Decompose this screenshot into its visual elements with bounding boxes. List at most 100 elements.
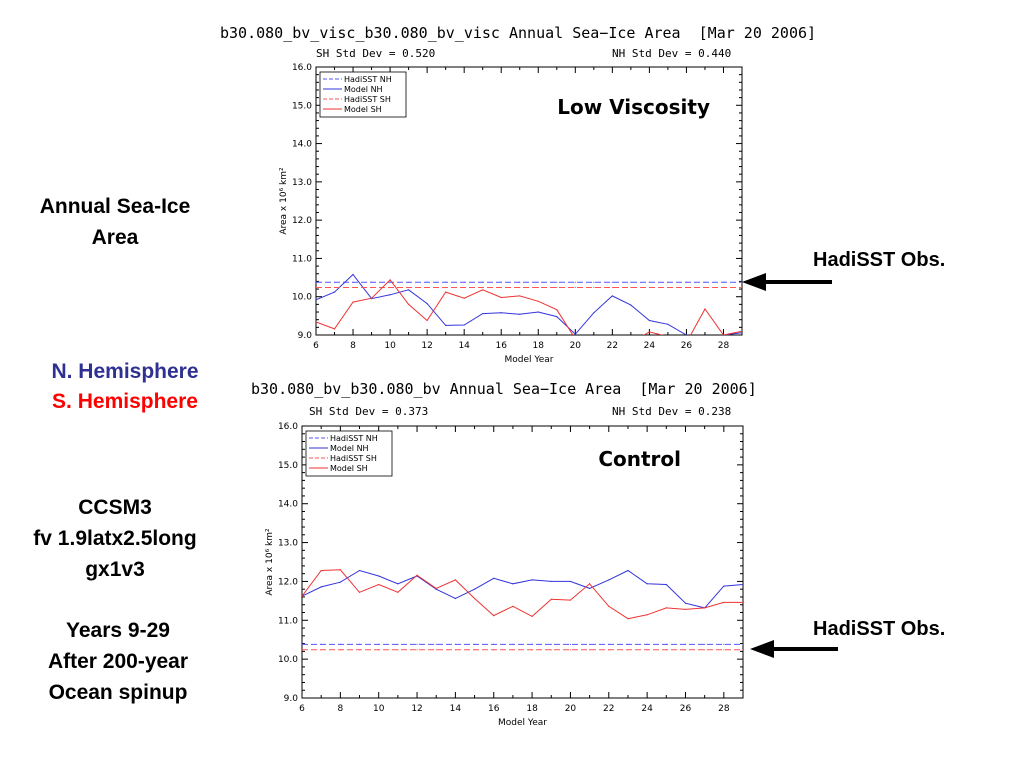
chart1-series-0-point [454,643,456,645]
chart0-series-2-point [611,286,613,289]
chart0-series-1-point [741,332,742,334]
chart1-series-0-point [358,643,361,645]
chart1-xtick-label: 16 [488,704,500,714]
chart0-xtick-label: 14 [458,341,470,351]
chart0-series-3-point [704,308,706,310]
chart0-xtick-label: 6 [313,341,319,351]
chart0-series-3-point [389,279,391,281]
chart1-series-3-point [723,601,725,604]
chart0-series-0-point [482,281,484,283]
chart1-series-0-point [665,643,667,645]
chart0-xtick-label: 24 [644,341,656,351]
chart1-annotation: Control [598,447,681,471]
chart0-series-3-point [575,338,576,339]
chart0-ytick-label: 9.0 [298,331,313,341]
bottom-sh-std: SH Std Dev = 0.373 [309,405,429,418]
chart0-series-3-point [722,334,725,335]
chart1-series-1-point [454,597,456,600]
chart1-series-3-point [569,599,572,601]
chart0-series-1-point [630,304,632,306]
chart1-series-3-point [627,618,629,620]
chart0-series-3-point [648,331,650,333]
chart1-series-0-point [531,643,533,645]
top-nh-std: NH Std Dev = 0.440 [612,47,732,60]
years-info: Years 9-29 After 200-year Ocean spinup [0,615,236,708]
chart0-series-0-point [685,281,688,283]
chart1-series-1-point [378,575,380,577]
chart0-series-0-point [370,281,373,283]
chart1-series-0-point [473,643,476,645]
chart0-series-3-line [316,279,742,335]
chart0-series-1-point [704,338,705,339]
chart1-series-1-point [531,579,533,581]
chart0-legend-label: Model NH [344,85,383,94]
chart0-series-1-point [519,313,521,315]
chart1-series-1-point [569,580,572,583]
chart1-series-3-point [339,569,341,571]
chart0-series-1-point [667,323,669,325]
chart0-series-2-point [519,286,521,289]
chart0-series-3-point [556,309,558,311]
chart1-plot-frame [301,425,744,699]
chart1-series-0-point [302,643,303,645]
chart1-series-0-point [627,643,629,645]
chart0-series-0-point [593,281,595,283]
chart0-series-2-point [333,286,336,289]
chart0-series-2-point [685,286,688,289]
chart1-series-1-point [339,581,341,583]
top-sea-ice-chart: 9.0 10.0 11.0 12.0 13.0 14.0 15.0 16.0 6 8 10 12 14 1… [279,63,743,365]
chart1-series-0-point [397,643,399,645]
chart1-legend-label: Model SH [330,464,368,473]
chart0-series-2-point [722,286,725,289]
chart1-series-1-point [589,587,591,590]
chart0-series-3-point [352,301,354,303]
chart0-series-0-point [445,281,447,283]
chart1-series-2-point [723,649,725,651]
chart1-series-0-point [684,643,687,645]
chart1-ytick-label: 14.0 [278,500,298,510]
chart0-xtick-label: 10 [384,341,396,351]
chart1-series-3-point [550,598,552,600]
chart0-series-2-point [667,286,669,289]
chart1-series-3-point [320,569,322,572]
chart1-series-2-point [646,649,648,651]
chart1-series-0-point [704,643,706,645]
chart0-series-0-point [556,281,558,283]
chart1-series-3-point [704,607,706,609]
chart0-series-2-point [556,286,558,289]
chart0-series-3-point [630,342,631,343]
bottom-obs-label: HadiSST Obs. [813,618,946,640]
chart1-series-2-point [512,649,514,651]
chart0-xtick-label: 20 [570,341,582,351]
chart1-series-0-point [320,643,322,645]
chart0-series-0-point [611,281,613,283]
chart1-series-3-point [435,587,437,590]
chart1-ytick-label: 15.0 [278,461,298,471]
chart0-series-1-point [408,289,410,291]
chart1-series-2-point [627,649,629,651]
chart1-ytick-label: 13.0 [278,539,298,549]
chart1-series-2-point [397,649,399,651]
chart0-series-3-point [445,291,447,293]
chart1-series-1-line [302,569,743,609]
chart0-series-2-point [500,286,502,289]
nh-key-label: N. Hemisphere [51,360,199,383]
chart1-series-1-point [493,577,495,579]
chart0-series-2-point [741,286,742,289]
chart0-series-2-point [370,286,373,289]
chart1-series-1-point [512,583,514,585]
top-plot-title: b30.080_bv_visc_b30.080_bv_visc Annual S… [220,24,817,42]
chart0-series-2-point [352,286,354,289]
chart1-legend-label: Model NH [330,444,369,453]
chart0-legend-label: Model SH [344,105,382,114]
chart1-series-2-point [493,649,495,651]
chart1-series-0-point [435,643,437,645]
model-info-line1: CCSM3 [78,496,152,519]
chart0-series-0-point [537,281,539,283]
chart0-series-1-point [611,295,613,297]
chart0-plot-frame [315,66,743,336]
chart1-ytick-label: 9.0 [284,694,299,704]
chart0-series-1-point [685,334,688,335]
chart1-series-1-point [550,580,552,583]
chart0-annotation: Low Viscosity [557,95,710,119]
